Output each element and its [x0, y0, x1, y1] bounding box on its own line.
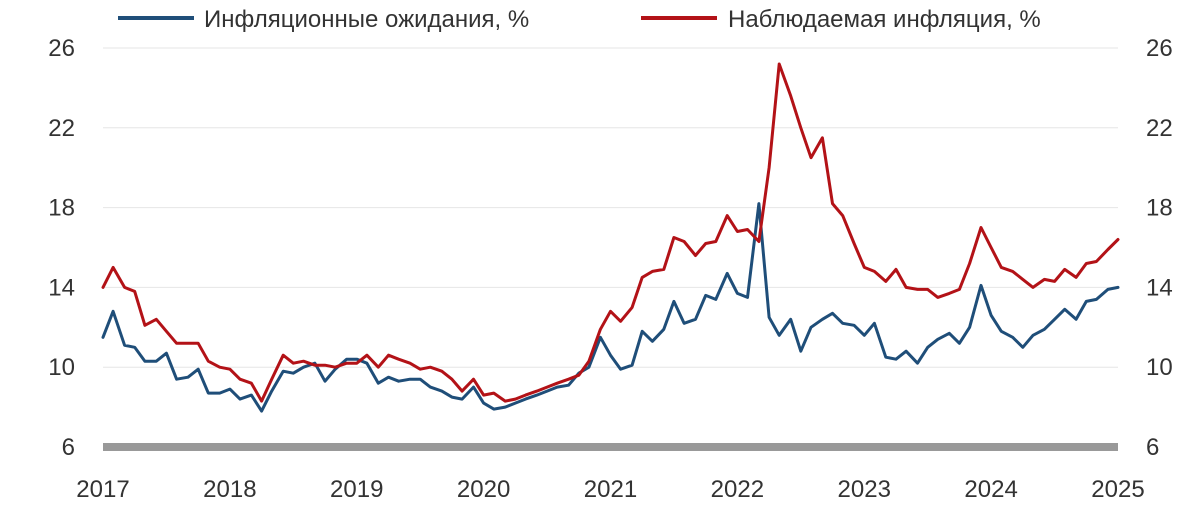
y-tick-label-left: 22 [48, 115, 75, 142]
y-tick-label-right: 10 [1146, 354, 1173, 381]
legend-label: Инфляционные ожидания, % [204, 6, 529, 33]
x-tick-label: 2025 [1091, 476, 1144, 503]
axes: 6 6 10 10 14 14 18 18 22 22 26 26 2017 2018 2019 2020 20… [48, 35, 1172, 503]
x-tick-label: 2017 [76, 476, 129, 503]
series-line-expectations [101, 202, 1120, 413]
y-tick-label-left: 6 [62, 434, 75, 461]
y-tick-label-right: 18 [1146, 195, 1173, 222]
x-tick-label: 2021 [584, 476, 637, 503]
x-tick-label: 2023 [838, 476, 891, 503]
y-tick-label-right: 26 [1146, 35, 1173, 62]
legend: Инфляционные ожидания, % Наблюдаемая инфл… [118, 6, 1041, 33]
y-tick-label-left: 10 [48, 354, 75, 381]
y-tick-label-left: 14 [48, 274, 75, 301]
x-tick-label: 2019 [330, 476, 383, 503]
y-tick-label-right: 14 [1146, 274, 1173, 301]
x-tick-label: 2022 [711, 476, 764, 503]
x-tick-label: 2024 [964, 476, 1017, 503]
x-tick-label: 2018 [203, 476, 256, 503]
y-tick-label-right: 6 [1146, 434, 1159, 461]
y-tick-label-left: 26 [48, 35, 75, 62]
x-tick-label: 2020 [457, 476, 510, 503]
legend-label: Наблюдаемая инфляция, % [728, 6, 1041, 33]
y-tick-label-right: 22 [1146, 115, 1173, 142]
series [101, 62, 1120, 413]
grid-lines [103, 47, 1118, 368]
y-tick-label-left: 18 [48, 195, 75, 222]
series-line-observed [101, 62, 1120, 403]
